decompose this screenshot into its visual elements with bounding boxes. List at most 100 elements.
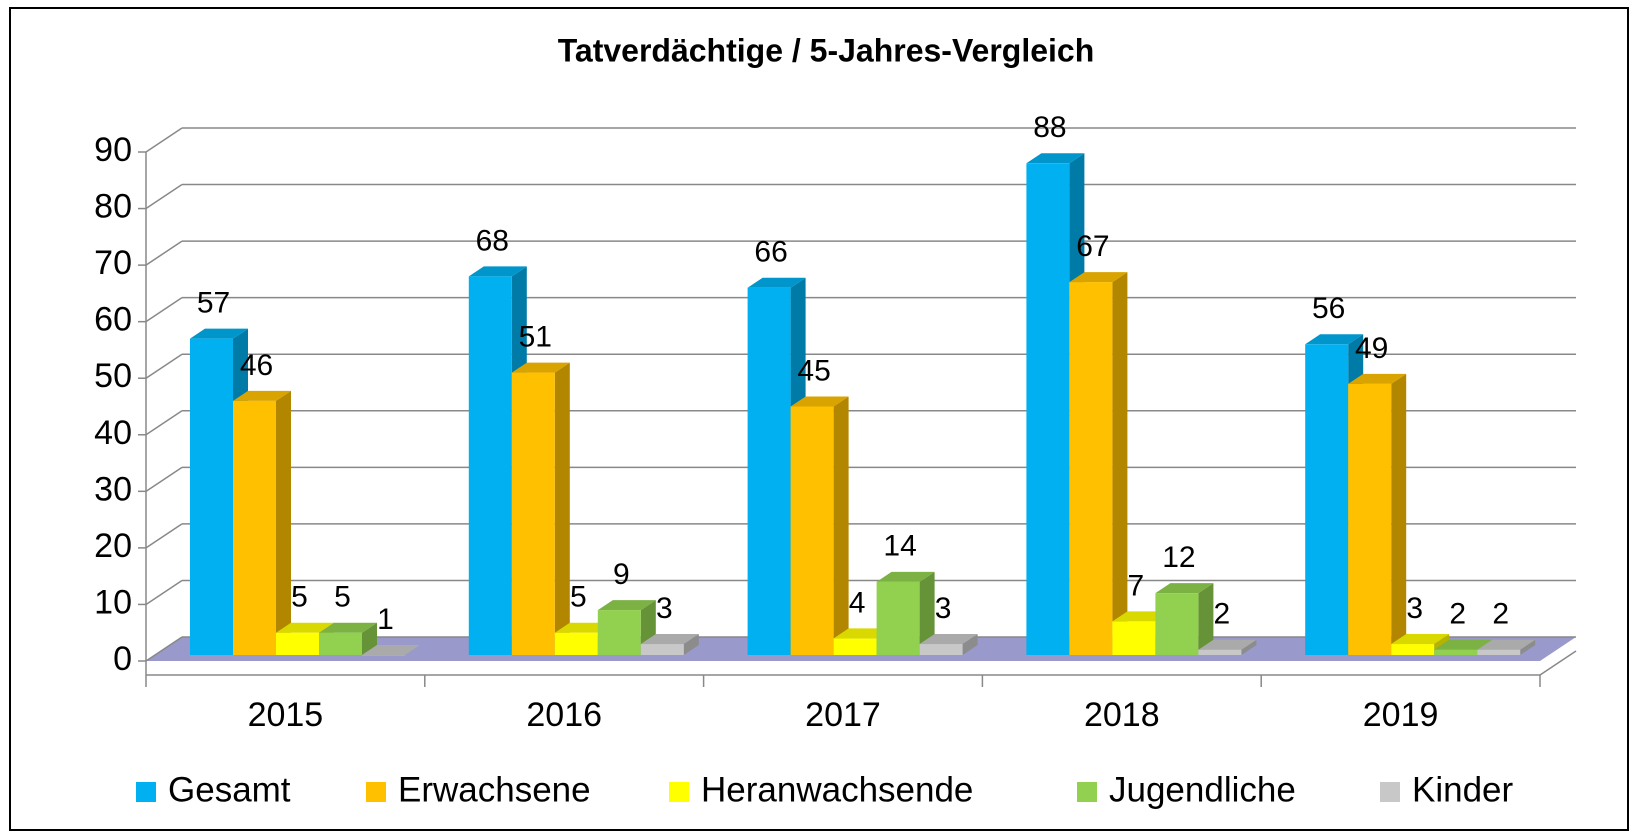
value-label: 57 bbox=[197, 287, 230, 320]
bar bbox=[276, 632, 319, 655]
bar-top bbox=[468, 266, 527, 277]
bar-top bbox=[876, 571, 935, 582]
bar bbox=[640, 644, 684, 655]
y-tick-label: 50 bbox=[94, 357, 132, 395]
y-tick-label: 60 bbox=[94, 301, 132, 339]
value-label: 5 bbox=[570, 581, 587, 614]
y-tick-label: 0 bbox=[113, 640, 132, 678]
bar-top bbox=[1155, 583, 1214, 594]
bar-side bbox=[1241, 639, 1257, 655]
legend-swatch bbox=[669, 782, 689, 802]
bar bbox=[790, 406, 834, 655]
bar-top bbox=[1391, 634, 1450, 645]
bar-top bbox=[640, 634, 699, 645]
bar bbox=[1112, 621, 1156, 655]
legend-swatch bbox=[1077, 782, 1097, 802]
chart-title: Tatverdächtige / 5-Jahres-Vergleich bbox=[558, 32, 1095, 68]
bar-side bbox=[276, 390, 291, 655]
bar bbox=[1477, 649, 1521, 655]
y-tick-label: 80 bbox=[94, 188, 132, 226]
value-label: 2 bbox=[1214, 598, 1231, 631]
bar bbox=[1348, 383, 1392, 655]
bar bbox=[1434, 649, 1478, 655]
grid-line-side bbox=[145, 353, 183, 379]
grid-line-side bbox=[145, 579, 183, 606]
bar-top bbox=[1348, 373, 1407, 384]
bar-top bbox=[790, 396, 849, 407]
bar-top bbox=[597, 600, 656, 611]
value-label: 14 bbox=[883, 530, 916, 563]
grid-line-side bbox=[145, 466, 183, 492]
grid-line-side bbox=[145, 127, 183, 153]
bar-top bbox=[362, 645, 420, 655]
legend-label: Kinder bbox=[1412, 770, 1514, 809]
y-tick-label: 10 bbox=[94, 583, 132, 621]
grid-line-side bbox=[145, 183, 183, 210]
value-label: 3 bbox=[935, 592, 952, 625]
bar bbox=[1155, 593, 1199, 655]
bar-top bbox=[1026, 153, 1085, 164]
bar bbox=[468, 276, 512, 655]
value-label: 3 bbox=[1406, 592, 1423, 625]
bar-side bbox=[1391, 373, 1407, 655]
grid-line-side bbox=[145, 240, 183, 266]
grid-line-side bbox=[145, 410, 183, 436]
x-axis-depth bbox=[1539, 650, 1577, 676]
bar-top bbox=[319, 622, 377, 633]
value-label: 67 bbox=[1076, 230, 1109, 263]
value-label: 68 bbox=[476, 224, 509, 257]
bar-side bbox=[919, 571, 935, 655]
value-label: 56 bbox=[1312, 292, 1345, 325]
bar-top bbox=[1477, 639, 1536, 650]
y-tick-label: 90 bbox=[94, 131, 132, 169]
value-label: 66 bbox=[754, 236, 787, 269]
value-label: 51 bbox=[519, 320, 552, 353]
grid-line-side bbox=[145, 297, 183, 323]
value-label: 9 bbox=[613, 558, 630, 591]
bar bbox=[747, 287, 791, 655]
bar-side bbox=[683, 634, 699, 655]
bar-top bbox=[1069, 272, 1128, 283]
value-label: 45 bbox=[797, 354, 830, 387]
bar bbox=[876, 581, 920, 655]
bar bbox=[554, 632, 598, 655]
bar-top bbox=[190, 328, 248, 339]
bar-top bbox=[276, 622, 334, 633]
grid-line-side bbox=[145, 636, 183, 662]
legend-label: Erwachsene bbox=[398, 770, 591, 809]
bar bbox=[1198, 649, 1242, 655]
x-tick-label: 2019 bbox=[1363, 696, 1439, 734]
bar-side bbox=[962, 634, 978, 655]
bar bbox=[919, 644, 963, 655]
bar-side bbox=[362, 622, 377, 655]
y-tick-label: 30 bbox=[94, 470, 132, 508]
bar-top bbox=[1198, 639, 1257, 650]
bar bbox=[233, 400, 276, 655]
value-label: 12 bbox=[1162, 541, 1195, 574]
bar bbox=[1305, 344, 1349, 655]
value-label: 2 bbox=[1492, 598, 1509, 631]
value-label: 46 bbox=[240, 349, 273, 382]
value-label: 88 bbox=[1033, 111, 1066, 144]
bar-top bbox=[919, 634, 978, 645]
legend-swatch bbox=[1380, 782, 1400, 802]
x-tick-label: 2015 bbox=[248, 696, 324, 734]
legend-swatch bbox=[366, 782, 386, 802]
legend-swatch bbox=[136, 782, 156, 802]
value-label: 49 bbox=[1355, 332, 1388, 365]
bar-top bbox=[1434, 639, 1493, 650]
y-tick-label: 40 bbox=[94, 414, 132, 452]
value-label: 5 bbox=[334, 581, 351, 614]
legend-label: Heranwachsende bbox=[701, 770, 973, 809]
legend-label: Gesamt bbox=[168, 770, 291, 809]
value-label: 5 bbox=[291, 581, 308, 614]
bar-side bbox=[1520, 639, 1536, 655]
bar-top bbox=[1305, 334, 1364, 345]
bar bbox=[1391, 644, 1435, 655]
bar-top bbox=[511, 362, 570, 373]
y-tick-label: 70 bbox=[94, 244, 132, 282]
bar bbox=[1069, 282, 1113, 655]
bar bbox=[190, 338, 233, 655]
value-label: 7 bbox=[1128, 569, 1145, 602]
